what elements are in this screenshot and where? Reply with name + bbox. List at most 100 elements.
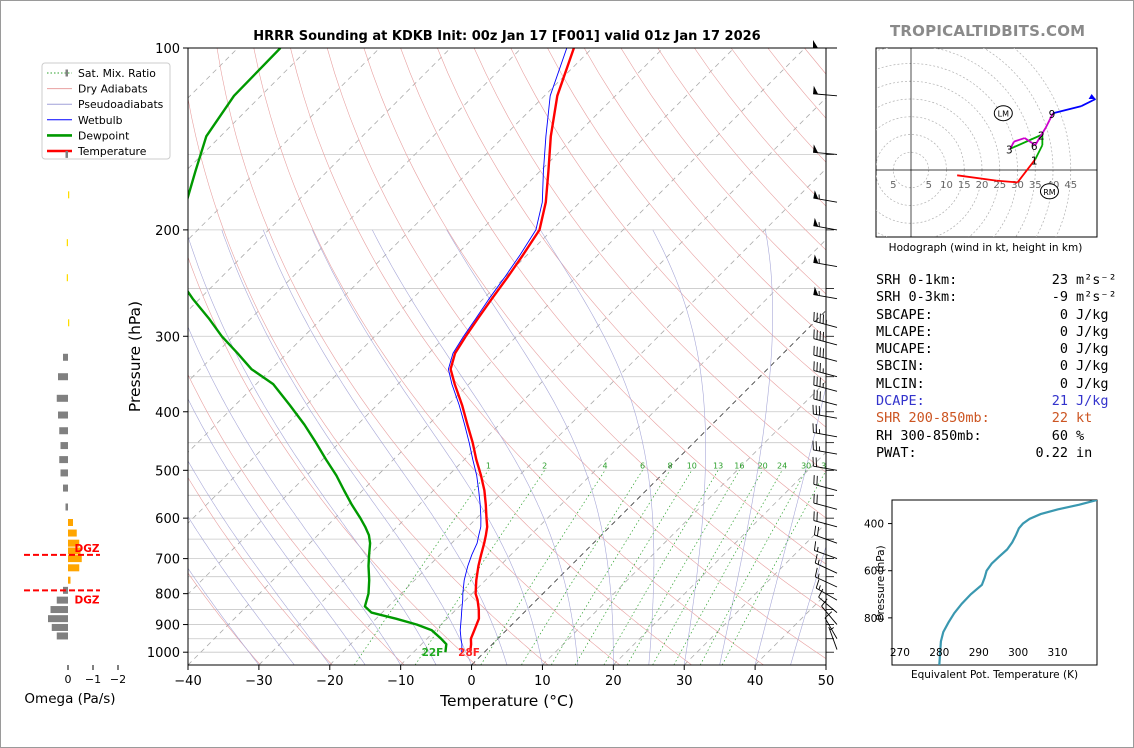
omega-bar xyxy=(66,239,68,247)
hodograph-height-label: 1 xyxy=(1031,155,1038,167)
barb-flag xyxy=(813,40,818,48)
stat-value: 22 xyxy=(1051,410,1068,427)
barb-flag xyxy=(813,217,819,227)
stat-row: DCAPE: 21 J/kg xyxy=(876,393,1126,410)
wind-barb xyxy=(814,553,838,574)
wind-barb xyxy=(815,579,838,601)
barb-flag xyxy=(813,144,819,153)
legend-label: Temperature xyxy=(77,145,147,158)
mixing-ratio-label: 8 xyxy=(667,461,672,470)
x-tick-label: −20 xyxy=(316,674,343,689)
omega-bar xyxy=(65,69,68,77)
barb-flag xyxy=(813,254,819,264)
stat-unit: J/kg xyxy=(1076,358,1109,375)
barb-staff xyxy=(813,354,838,362)
hodograph-ring-label: 5 xyxy=(926,180,932,191)
theta-e-x-tick-label: 280 xyxy=(929,647,949,659)
stat-value: 60 xyxy=(1051,427,1068,444)
stat-row: SBCIN: 0 J/kg xyxy=(876,358,1126,375)
wind-barbs xyxy=(812,40,838,653)
storm-motion-marker xyxy=(993,105,1013,122)
isotherm-line xyxy=(258,97,826,665)
isotherm-line xyxy=(188,48,522,383)
omega-bar xyxy=(63,484,68,492)
wind-barb xyxy=(813,85,838,97)
barb-staff xyxy=(813,370,838,378)
x-tick-label: −40 xyxy=(174,674,201,689)
theta-e-y-tick-label: 600 xyxy=(864,566,884,578)
omega-x-tick-label: 0 xyxy=(65,673,72,686)
wind-barb xyxy=(812,404,838,419)
legend-label: Dry Adiabats xyxy=(78,83,148,96)
theta-e-y-tick-label: 800 xyxy=(864,613,884,625)
stat-label: SRH 0-1km: xyxy=(876,272,958,288)
mixing-ratio-line xyxy=(354,470,489,665)
stat-row: MLCAPE: 0 J/kg xyxy=(876,324,1126,341)
mixing-ratio-label: 4 xyxy=(603,461,608,470)
stat-label: SBCIN: xyxy=(876,358,925,375)
barb-half xyxy=(818,585,821,590)
wind-barb xyxy=(813,511,838,528)
stat-unit: J/kg xyxy=(1076,323,1109,340)
omega-bar xyxy=(60,442,68,450)
isotherm-line xyxy=(188,48,735,595)
stat-value: 0 xyxy=(1059,358,1068,375)
stat-unit: kt xyxy=(1076,410,1093,427)
barb-staff xyxy=(813,261,838,267)
stat-label: SHR 200-850mb: xyxy=(876,410,990,427)
dry-adiabat xyxy=(188,373,405,665)
x-tick-label: 20 xyxy=(605,674,622,689)
surface-dewpoint-label: 22F xyxy=(422,647,444,659)
series-dewpoint xyxy=(188,48,448,653)
hodograph-ring-label: 35 xyxy=(1029,180,1042,191)
surface-temperature-label: 28F xyxy=(458,647,480,659)
barb-staff xyxy=(813,320,838,328)
storm-motion-label: LM xyxy=(998,110,1009,119)
storm-motion-label: RM xyxy=(1043,188,1056,197)
isotherm-line xyxy=(471,309,826,665)
omega-bar xyxy=(56,596,68,604)
stat-label: SRH 0-3km: xyxy=(876,289,958,306)
barb-full xyxy=(814,567,818,577)
barb-staff xyxy=(815,562,838,574)
x-tick-label: 0 xyxy=(467,674,475,689)
barb-staff xyxy=(818,596,838,613)
stat-row: RH 300-850mb: 60% xyxy=(876,428,1126,445)
skewt-background xyxy=(188,48,826,665)
barb-staff xyxy=(813,384,838,392)
mixing-ratio-label: 24 xyxy=(777,461,787,470)
barb-staff xyxy=(815,587,838,601)
wind-barb xyxy=(814,567,838,588)
legend-label: Sat. Mix. Ratio xyxy=(78,67,156,80)
dry-adiabat xyxy=(437,48,826,519)
omega-bar xyxy=(56,632,68,640)
stat-row: SBCAPE: 0 J/kg xyxy=(876,307,1126,324)
omega-bar xyxy=(58,373,68,381)
isotherm-line xyxy=(613,451,826,665)
barb-staff xyxy=(813,432,838,438)
pseudoadiabat xyxy=(540,229,655,665)
theta-e-y-tick-label: 400 xyxy=(864,519,884,531)
hodograph-segment xyxy=(1034,126,1047,146)
x-tick-label: −10 xyxy=(387,674,414,689)
omega-axis-label: Omega (Pa/s) xyxy=(24,691,115,707)
theta-e-plot: 400 600 800 270 280 290 300 310 Equivalent Pot. … xyxy=(864,499,1098,681)
omega-bar xyxy=(68,564,80,572)
stat-label: RH 300-850mb: xyxy=(876,427,982,444)
chart-title: HRRR Sounding at KDKB Init: 00z Jan 17 [… xyxy=(253,29,760,44)
omega-bar xyxy=(51,623,68,631)
wind-barb xyxy=(828,626,838,650)
dry-adiabat xyxy=(400,48,826,565)
theta-e-x-tick-label: 290 xyxy=(969,647,989,659)
pseudoadiabat xyxy=(262,229,508,665)
mixing-ratio-label: 20 xyxy=(758,461,768,470)
hodograph-segment xyxy=(1010,133,1043,150)
y-axis-label: Pressure (hPa) xyxy=(126,301,144,412)
hodograph-ring-label: 20 xyxy=(976,180,989,191)
barb-staff xyxy=(813,93,838,97)
barb-staff xyxy=(813,225,838,231)
dry-adiabat xyxy=(188,572,261,665)
dry-adiabat xyxy=(510,48,826,428)
stat-value: 0 xyxy=(1059,306,1068,323)
wind-barb xyxy=(814,525,838,544)
